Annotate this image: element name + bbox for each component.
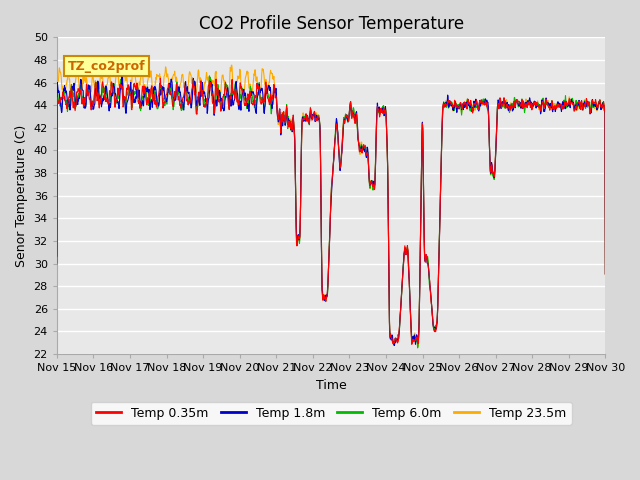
Temp 1.8m bbox=[118, 74, 126, 80]
Temp 0.35m bbox=[95, 105, 103, 111]
Temp 23.5m bbox=[307, 116, 315, 121]
Temp 0.35m bbox=[53, 261, 61, 267]
Temp 23.5m bbox=[414, 344, 422, 349]
Temp 0.35m bbox=[118, 86, 125, 92]
Legend: Temp 0.35m, Temp 1.8m, Temp 6.0m, Temp 23.5m: Temp 0.35m, Temp 1.8m, Temp 6.0m, Temp 2… bbox=[91, 402, 572, 424]
Line: Temp 0.35m: Temp 0.35m bbox=[57, 78, 605, 344]
Temp 1.8m bbox=[118, 80, 125, 86]
Temp 0.35m bbox=[602, 272, 609, 277]
X-axis label: Time: Time bbox=[316, 379, 346, 392]
Temp 23.5m bbox=[365, 179, 373, 185]
Temp 1.8m bbox=[53, 253, 61, 259]
Temp 23.5m bbox=[53, 257, 61, 263]
Temp 6.0m bbox=[118, 86, 125, 92]
Line: Temp 1.8m: Temp 1.8m bbox=[57, 77, 605, 346]
Line: Temp 6.0m: Temp 6.0m bbox=[57, 76, 605, 348]
Temp 23.5m bbox=[130, 60, 138, 65]
Temp 0.35m bbox=[298, 153, 305, 158]
Title: CO2 Profile Sensor Temperature: CO2 Profile Sensor Temperature bbox=[198, 15, 463, 33]
Temp 6.0m bbox=[365, 181, 373, 187]
Temp 6.0m bbox=[53, 260, 61, 265]
Temp 1.8m bbox=[365, 178, 373, 184]
Temp 0.35m bbox=[365, 179, 373, 184]
Temp 0.35m bbox=[157, 75, 164, 81]
Line: Temp 23.5m: Temp 23.5m bbox=[57, 62, 605, 347]
Temp 6.0m bbox=[286, 118, 294, 124]
Temp 6.0m bbox=[414, 345, 422, 351]
Temp 0.35m bbox=[286, 118, 294, 124]
Temp 23.5m bbox=[95, 85, 103, 91]
Temp 23.5m bbox=[602, 271, 609, 276]
Temp 23.5m bbox=[298, 154, 305, 159]
Temp 6.0m bbox=[602, 271, 609, 277]
Y-axis label: Senor Temperature (C): Senor Temperature (C) bbox=[15, 125, 28, 267]
Temp 1.8m bbox=[286, 119, 294, 124]
Temp 23.5m bbox=[286, 116, 294, 122]
Temp 1.8m bbox=[298, 150, 305, 156]
Temp 1.8m bbox=[602, 271, 609, 276]
Temp 6.0m bbox=[95, 102, 103, 108]
Temp 1.8m bbox=[390, 343, 398, 348]
Temp 0.35m bbox=[307, 108, 315, 113]
Temp 0.35m bbox=[408, 341, 415, 347]
Text: TZ_co2prof: TZ_co2prof bbox=[68, 60, 145, 72]
Temp 1.8m bbox=[307, 114, 315, 120]
Temp 23.5m bbox=[118, 86, 125, 92]
Temp 6.0m bbox=[205, 73, 213, 79]
Temp 6.0m bbox=[298, 150, 305, 156]
Temp 6.0m bbox=[307, 111, 315, 117]
Temp 1.8m bbox=[95, 95, 103, 101]
